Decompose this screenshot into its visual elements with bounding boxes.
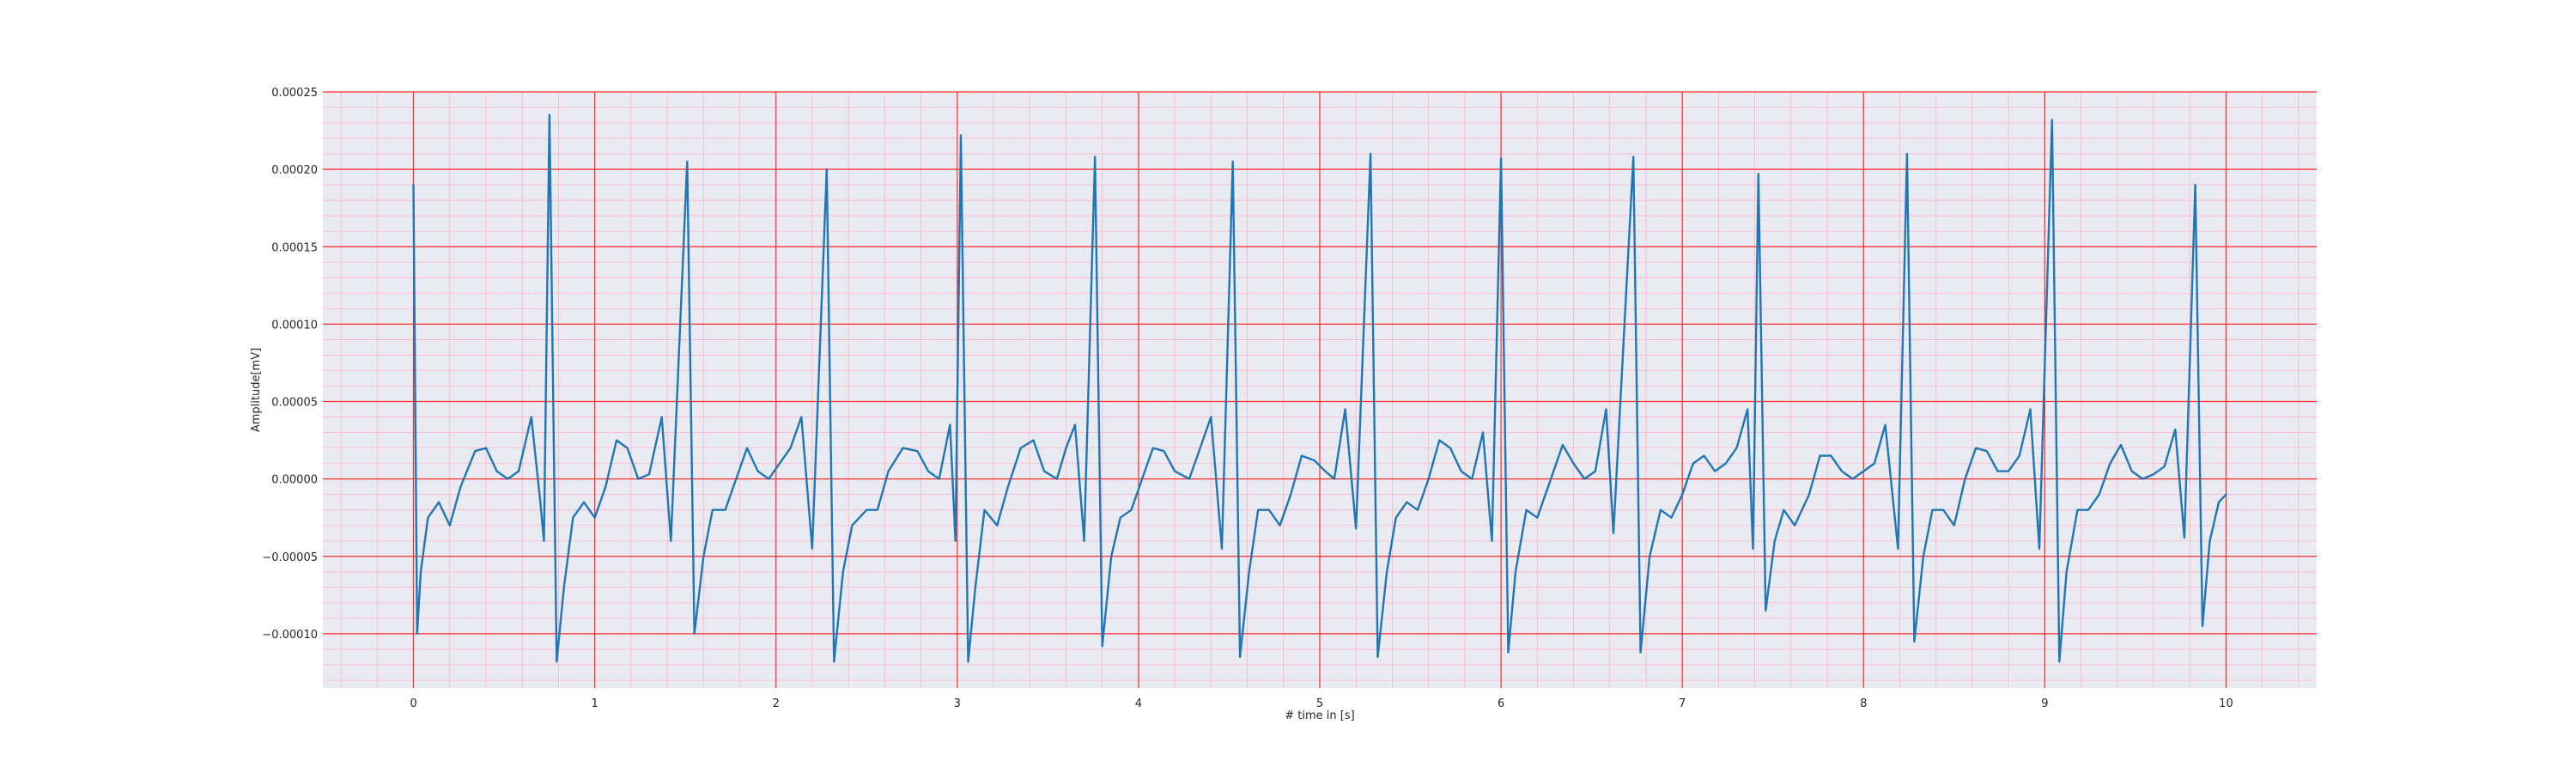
x-tick-label: 0: [410, 697, 416, 710]
y-tick-label: 0.00020: [271, 164, 318, 177]
y-tick-label: −0.00005: [262, 551, 318, 564]
x-axis-label: # time in [s]: [1285, 709, 1354, 722]
x-tick-label: 4: [1135, 697, 1142, 710]
x-tick-label: 2: [773, 697, 780, 710]
y-tick-label: 0.00005: [271, 397, 318, 410]
y-axis-label: Amplitude[mV]: [250, 348, 263, 432]
y-tick-label: 0.00025: [271, 87, 318, 100]
ecg-series-line: [412, 113, 2227, 663]
x-tick-label: 7: [1679, 697, 1686, 710]
x-tick-label: 3: [954, 697, 961, 710]
x-tick-label: 6: [1498, 697, 1504, 710]
x-tick-label: 5: [1316, 697, 1323, 710]
y-tick-label: 0.00015: [271, 241, 318, 254]
y-tick-labels: −0.00010 −0.00005 0.00000 0.00005 0.00010 0.0…: [262, 87, 318, 642]
y-tick-label: −0.00010: [262, 629, 318, 642]
x-tick-label: 10: [2219, 697, 2233, 710]
y-tick-label: 0.00010: [271, 319, 318, 332]
x-tick-label: 8: [1860, 697, 1867, 710]
x-tick-label: 9: [2041, 697, 2048, 710]
y-tick-label: 0.00000: [271, 474, 318, 487]
x-tick-labels: 0 1 2 3 4 5 6 7 8 9 10: [410, 697, 2233, 710]
x-tick-label: 1: [591, 697, 598, 710]
